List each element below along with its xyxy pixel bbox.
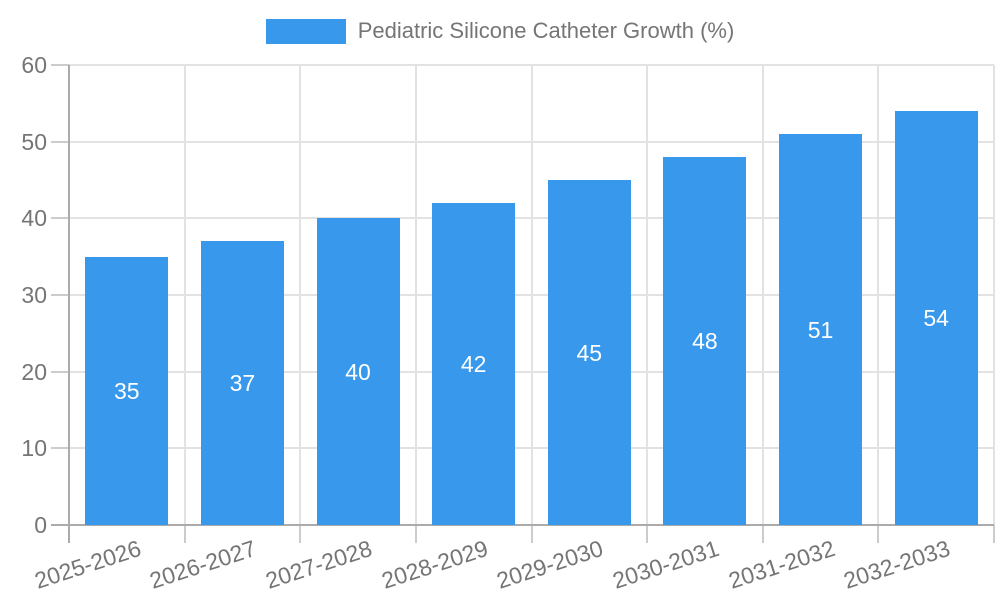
y-axis-tick-mark [51, 370, 69, 373]
bar[interactable] [779, 134, 863, 525]
legend: Pediatric Silicone Catheter Growth (%) [0, 18, 1000, 44]
x-axis-tick-mark [993, 525, 995, 543]
bar[interactable] [547, 180, 631, 525]
bar-value-label: 37 [229, 370, 256, 397]
y-axis-tick-label: 10 [21, 435, 47, 462]
gridline-vertical [993, 65, 995, 525]
x-axis-tick-mark [530, 525, 533, 543]
gridline-vertical [761, 65, 764, 525]
y-axis-tick-label: 40 [21, 205, 47, 232]
x-axis-category-label: 2030-2031 [609, 535, 722, 594]
y-axis-tick-mark [51, 447, 69, 450]
gridline-vertical [530, 65, 533, 525]
y-axis-line [68, 65, 70, 543]
y-axis-tick-label: 60 [21, 52, 47, 78]
gridline-vertical [414, 65, 417, 525]
x-axis-tick-mark [761, 525, 764, 543]
gridline-vertical [299, 65, 302, 525]
y-axis-tick-mark [51, 217, 69, 220]
gridline-vertical [877, 65, 880, 525]
bar[interactable] [663, 157, 747, 525]
bar-value-label: 35 [114, 377, 140, 404]
x-axis-tick-mark [299, 525, 302, 543]
bar[interactable] [316, 218, 400, 525]
legend-label: Pediatric Silicone Catheter Growth (%) [357, 18, 735, 43]
y-axis-tick-label: 0 [34, 512, 47, 538]
x-axis-category-label: 2032-2033 [840, 535, 954, 594]
gridline-vertical [646, 65, 649, 525]
bar[interactable] [894, 111, 978, 525]
bar-value-label: 48 [692, 328, 718, 354]
x-axis-category-label: 2029-2030 [493, 535, 607, 594]
legend-item[interactable]: Pediatric Silicone Catheter Growth (%) [265, 18, 735, 44]
bar[interactable] [200, 241, 284, 525]
bar-value-label: 51 [807, 316, 834, 343]
y-axis-tick-label: 50 [21, 128, 47, 155]
y-axis-tick-label: 20 [21, 358, 47, 385]
y-axis-tick-mark [51, 294, 69, 296]
y-axis-tick-mark [51, 64, 69, 66]
y-axis-tick-mark [51, 140, 69, 143]
bar-value-label: 45 [576, 339, 603, 366]
x-axis-category-label: 2031-2032 [724, 535, 838, 594]
bar[interactable] [432, 203, 516, 525]
x-axis-tick-mark [414, 525, 417, 543]
gridline-vertical [183, 65, 186, 525]
x-axis-category-label: 2028-2029 [378, 535, 491, 594]
x-axis-tick-mark [877, 525, 880, 543]
x-axis-line [51, 524, 994, 526]
x-axis-category-label: 2025-2026 [31, 535, 144, 594]
x-axis-category-label: 2026-2027 [146, 535, 260, 594]
y-axis-tick-label: 30 [21, 282, 47, 308]
x-axis-tick-mark [183, 525, 186, 543]
bar[interactable] [85, 256, 169, 525]
legend-swatch-icon [265, 18, 346, 44]
bar-value-label: 40 [345, 358, 371, 385]
x-axis-category-label: 2027-2028 [262, 535, 376, 594]
bar-value-label: 42 [460, 351, 487, 377]
x-axis-tick-mark [646, 525, 649, 543]
bar-value-label: 54 [923, 305, 949, 331]
